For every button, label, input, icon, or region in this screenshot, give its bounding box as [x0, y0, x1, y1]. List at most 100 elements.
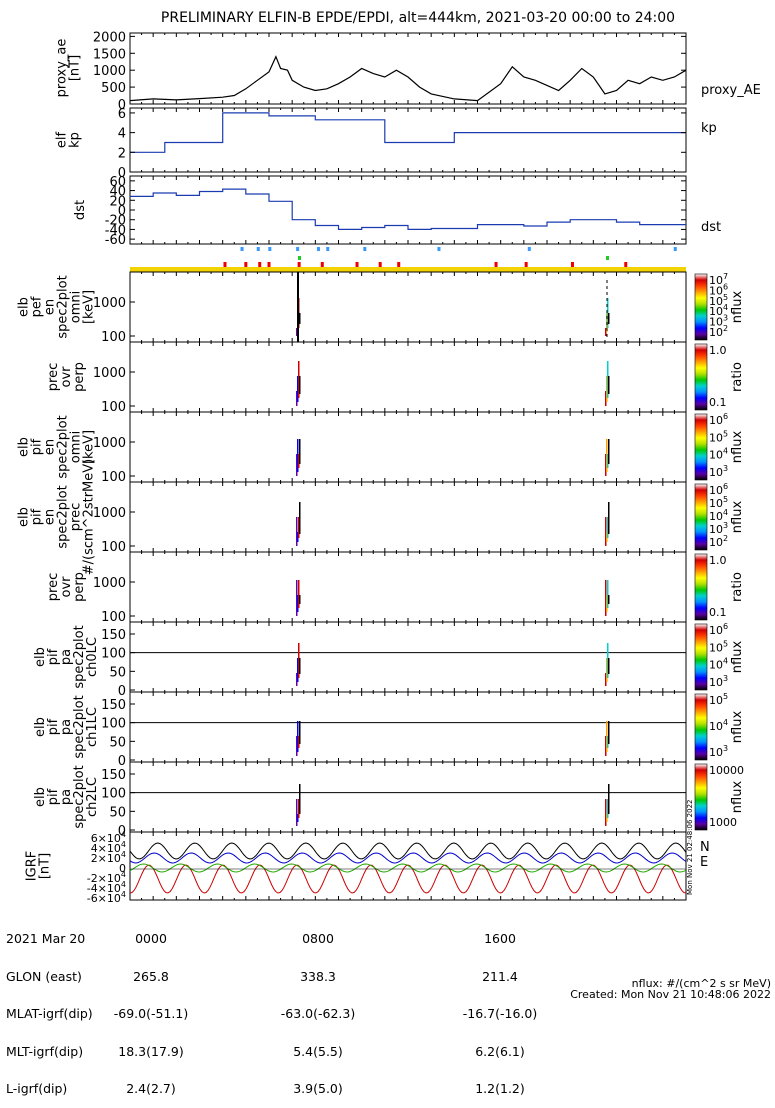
flux-streak [297, 595, 299, 612]
flux-streak [608, 658, 610, 674]
colorbar [694, 413, 708, 481]
colorbar-tick-label: 105 [709, 639, 728, 654]
footer-label: L-igrf(dip) [6, 1081, 68, 1096]
x-ticks [129, 832, 687, 900]
x-ticks [129, 108, 687, 172]
colorbar-tick-label: 105 [709, 429, 728, 444]
event-marker-red [524, 262, 528, 267]
spectrogram-panel-frame [129, 551, 687, 623]
colorbar-label-text: nflux [730, 431, 745, 464]
colorbar-tick-label: 103 [709, 674, 728, 689]
footer-row: L-igrf(dip) 2.4(2.7) 3.9(5.0) 1.2(1.2) [6, 1082, 525, 1096]
y-tick-label: 100 [101, 787, 126, 802]
x-ticks [129, 482, 687, 552]
y-tick-label: 0 [118, 684, 126, 699]
colorbar-label-text: nflux [730, 501, 745, 534]
y-tick-label: 50 [109, 735, 126, 750]
proxy-ae-ylabel: proxy_ae[nT] [55, 39, 83, 98]
colorbar-tick-label: 0.1 [709, 396, 727, 409]
y-tick-label: 1000 [93, 506, 126, 521]
footer-label: MLT-igrf(dip) [6, 1043, 84, 1059]
created-stamp: Created: Mon Nov 21 10:48:06 2022 [570, 988, 771, 1001]
igrf-legend-e: E [700, 855, 708, 870]
flux-streak [605, 799, 607, 826]
colorbar-tick-label: 103 [709, 464, 728, 479]
flux-streak [297, 721, 299, 752]
flux-streak [296, 580, 298, 616]
spectrogram-ylabel: elbpifenspec2plotprec#/(scm^2strMeV) [17, 459, 97, 576]
y-tick-label: 2×104 [91, 850, 126, 865]
footer-value: 6.2(6.1) [475, 1043, 525, 1059]
colorbar-tick-label: 102 [709, 324, 728, 339]
colorbar-tick-label: 102 [709, 534, 728, 549]
y-axis-label-text: elbpefenspec2plotomni[keV] [17, 275, 97, 338]
colorbar-tick-label: 10000 [709, 764, 744, 777]
event-marker-blue [673, 247, 677, 251]
y-tick-label: 6 [118, 107, 126, 122]
footer-value: 3.9(5.0) [293, 1081, 343, 1096]
y-axis-label-text: elfkp [55, 131, 83, 148]
footer-label: 2021 Mar 20 [6, 931, 86, 946]
footer-value: 1600 [484, 931, 516, 946]
event-marker-red [258, 262, 262, 267]
colorbar [694, 623, 708, 691]
y-axis-label-text: elbpifpaspec2plotch1LC [33, 695, 100, 758]
flux-streak [606, 814, 608, 822]
x-ticks [129, 176, 687, 244]
flux-streak [296, 328, 298, 336]
flux-streak [605, 454, 607, 476]
flux-streak [297, 658, 299, 682]
igrf-ylabel: IGRF[nT] [25, 851, 53, 881]
x-ticks [129, 33, 687, 104]
flux-streak [296, 673, 298, 686]
flux-streak [607, 361, 609, 398]
footer-value: -63.0(-62.3) [280, 1006, 356, 1021]
flux-streak [296, 454, 298, 476]
y-tick-label: 0 [118, 204, 126, 219]
y-tick-label: 4×104 [91, 840, 126, 855]
event-marker-red [624, 262, 628, 267]
elfin-summary-plot: PRELIMINARY ELFIN-B EPDE/EPDI, alt=444km… [17, 10, 761, 905]
footer-value: 1.2(1.2) [475, 1081, 525, 1096]
colorbar-label-text: nflux [730, 291, 745, 324]
colorbar-tick-label: 105 [709, 293, 728, 308]
flux-streak [608, 313, 610, 324]
colorbar-label: nflux [730, 641, 745, 674]
flux-streak [606, 658, 608, 682]
event-marker-red [223, 262, 227, 267]
y-tick-label: 0 [118, 166, 126, 181]
flux-streak [606, 376, 608, 402]
kp-panel-frame [129, 107, 687, 173]
dst-panel-frame [129, 175, 687, 245]
flux-streak [299, 784, 301, 814]
colorbar [694, 343, 708, 411]
y-tick-label: 150 [101, 628, 126, 643]
y-tick-label: 100 [101, 330, 126, 345]
y-axis-label-text: dst [73, 200, 88, 220]
y-axis-label-text: proxy_ae[nT] [55, 39, 83, 98]
y-tick-label: 40 [109, 185, 126, 200]
footer-value: -16.7(-16.0) [462, 1006, 538, 1021]
y-tick-label: 60 [109, 175, 126, 190]
colorbar-label: ratio [730, 362, 745, 392]
flux-streak [298, 517, 300, 538]
event-marker-blue [296, 247, 300, 251]
flux-streak [607, 298, 609, 328]
y-tick-label: 1000 [93, 436, 126, 451]
y-axis-label-text: IGRF[nT] [25, 851, 53, 881]
colorbar-tick-label: 103 [709, 314, 728, 329]
event-marker-red [378, 262, 382, 267]
flux-streak [605, 517, 607, 546]
flux-streak [605, 391, 607, 406]
flux-streak [299, 376, 301, 394]
flux-streak [297, 376, 299, 402]
y-tick-label: -60 [105, 233, 126, 248]
spectrogram-panel-frame [129, 481, 687, 553]
igrf-e-line [129, 863, 687, 873]
spectrogram-ylabel: elbpifpaspec2plotch0LC [33, 625, 100, 688]
spectrogram-ylabel: elbpifenspec2plotomni[keV] [17, 415, 97, 478]
event-marker-blue [527, 247, 531, 251]
colorbar-tick-label: 105 [709, 495, 728, 510]
flux-streak [605, 580, 607, 616]
x-ticks [129, 342, 687, 412]
